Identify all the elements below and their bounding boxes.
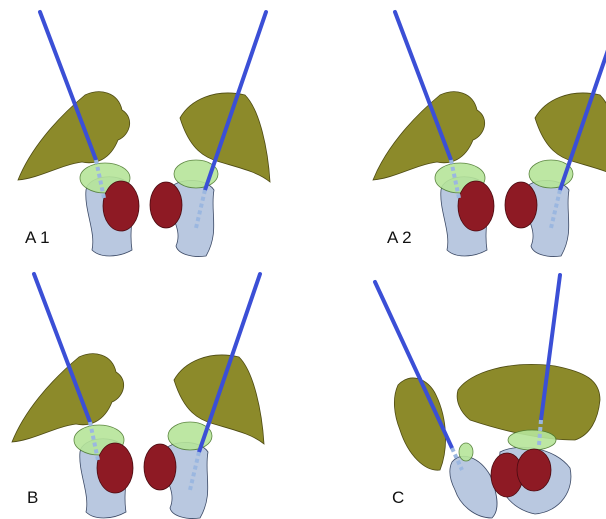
- panel-b: [12, 274, 264, 519]
- panel-label: C: [392, 488, 404, 507]
- panel-label: A 2: [387, 228, 412, 247]
- panel-a1: [18, 12, 270, 257]
- panel-label: B: [27, 488, 38, 507]
- panel-a2: [373, 12, 606, 257]
- panel-label: A 1: [25, 228, 50, 247]
- figure: A 1 A 2 B C: [0, 0, 606, 519]
- panel-c: [375, 275, 600, 518]
